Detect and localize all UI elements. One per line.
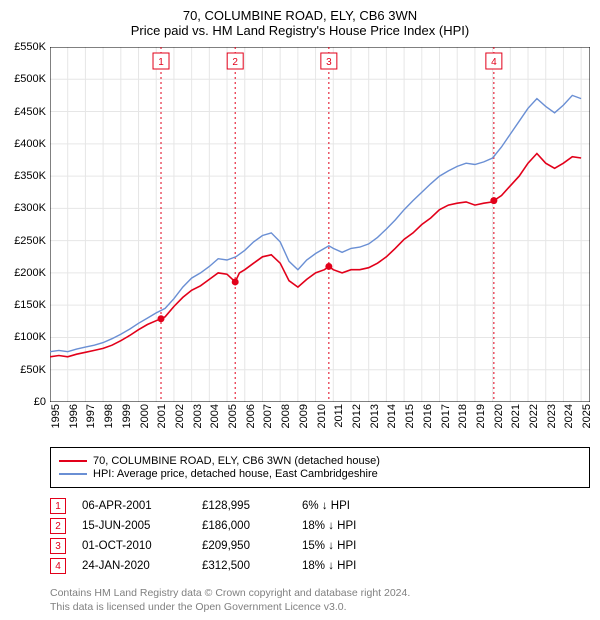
x-tick-label: 2024 [563, 404, 575, 428]
event-marker-box: 1 [50, 498, 66, 514]
svg-text:1: 1 [158, 57, 164, 68]
x-tick-label: 2017 [440, 404, 452, 428]
title-address: 70, COLUMBINE ROAD, ELY, CB6 3WN [0, 8, 600, 23]
x-tick-label: 2005 [227, 404, 239, 428]
x-tick-label: 2021 [510, 404, 522, 428]
title-block: 70, COLUMBINE ROAD, ELY, CB6 3WN Price p… [0, 0, 600, 42]
event-price: £128,995 [202, 500, 302, 512]
legend-swatch [59, 460, 87, 462]
y-tick-label: £500K [0, 73, 46, 85]
x-tick-label: 2004 [209, 404, 221, 428]
y-tick-label: £0 [0, 396, 46, 408]
event-diff: 15% ↓ HPI [302, 540, 412, 552]
x-tick-label: 1996 [68, 404, 80, 428]
event-marker-box: 4 [50, 558, 66, 574]
event-diff: 6% ↓ HPI [302, 500, 412, 512]
legend-row: HPI: Average price, detached house, East… [59, 468, 581, 480]
y-tick-label: £300K [0, 202, 46, 214]
event-price: £209,950 [202, 540, 302, 552]
x-tick-label: 2012 [351, 404, 363, 428]
x-tick-label: 2020 [493, 404, 505, 428]
legend-label: HPI: Average price, detached house, East… [93, 468, 378, 480]
x-tick-label: 2015 [404, 404, 416, 428]
y-tick-label: £550K [0, 41, 46, 53]
x-tick-label: 2008 [280, 404, 292, 428]
x-tick-label: 1997 [85, 404, 97, 428]
event-diff: 18% ↓ HPI [302, 520, 412, 532]
y-axis-labels: £0£50K£100K£150K£200K£250K£300K£350K£400… [0, 47, 46, 402]
event-date: 24-JAN-2020 [82, 560, 202, 572]
x-tick-label: 2007 [262, 404, 274, 428]
x-tick-label: 2010 [316, 404, 328, 428]
svg-text:3: 3 [326, 57, 332, 68]
y-tick-label: £150K [0, 299, 46, 311]
x-tick-label: 2016 [422, 404, 434, 428]
y-tick-label: £200K [0, 267, 46, 279]
x-tick-label: 2009 [298, 404, 310, 428]
y-tick-label: £250K [0, 235, 46, 247]
event-row: 4 24-JAN-2020£312,50018% ↓ HPI [50, 558, 590, 574]
x-tick-label: 1998 [103, 404, 115, 428]
event-date: 15-JUN-2005 [82, 520, 202, 532]
svg-text:4: 4 [491, 57, 497, 68]
event-marker-box: 3 [50, 538, 66, 554]
x-tick-label: 2011 [333, 404, 345, 428]
event-row: 1 06-APR-2001£128,9956% ↓ HPI [50, 498, 590, 514]
title-subtitle: Price paid vs. HM Land Registry's House … [0, 23, 600, 38]
chart-svg: 1 2 3 4 [50, 47, 590, 402]
chart-container: 70, COLUMBINE ROAD, ELY, CB6 3WN Price p… [0, 0, 600, 620]
event-date: 06-APR-2001 [82, 500, 202, 512]
y-tick-label: £100K [0, 331, 46, 343]
x-tick-label: 2019 [475, 404, 487, 428]
event-diff: 18% ↓ HPI [302, 560, 412, 572]
y-tick-label: £450K [0, 106, 46, 118]
chart-area: £0£50K£100K£150K£200K£250K£300K£350K£400… [50, 47, 590, 402]
event-price: £186,000 [202, 520, 302, 532]
x-tick-label: 2013 [369, 404, 381, 428]
x-tick-label: 1995 [50, 404, 62, 428]
x-tick-label: 2022 [528, 404, 540, 428]
x-tick-label: 2000 [139, 404, 151, 428]
x-tick-label: 2003 [192, 404, 204, 428]
footer-line2: This data is licensed under the Open Gov… [50, 600, 590, 614]
y-tick-label: £50K [0, 364, 46, 376]
x-tick-label: 2006 [245, 404, 257, 428]
event-row: 2 15-JUN-2005£186,00018% ↓ HPI [50, 518, 590, 534]
x-tick-label: 2002 [174, 404, 186, 428]
x-tick-label: 1999 [121, 404, 133, 428]
legend-label: 70, COLUMBINE ROAD, ELY, CB6 3WN (detach… [93, 455, 380, 467]
footer: Contains HM Land Registry data © Crown c… [50, 586, 590, 614]
event-price: £312,500 [202, 560, 302, 572]
event-row: 3 01-OCT-2010£209,95015% ↓ HPI [50, 538, 590, 554]
x-axis-labels: 1995 1996 1997 1998 1999 2000 2001 2002 2003 2004… [50, 404, 590, 439]
event-date: 01-OCT-2010 [82, 540, 202, 552]
x-tick-label: 2025 [581, 404, 593, 428]
svg-text:2: 2 [232, 57, 238, 68]
x-tick-label: 2018 [457, 404, 469, 428]
y-tick-label: £350K [0, 170, 46, 182]
y-tick-label: £400K [0, 138, 46, 150]
x-tick-label: 2001 [156, 404, 168, 428]
legend: 70, COLUMBINE ROAD, ELY, CB6 3WN (detach… [50, 447, 590, 488]
footer-line1: Contains HM Land Registry data © Crown c… [50, 586, 590, 600]
legend-swatch [59, 473, 87, 475]
legend-row: 70, COLUMBINE ROAD, ELY, CB6 3WN (detach… [59, 455, 581, 467]
x-tick-label: 2023 [546, 404, 558, 428]
x-tick-label: 2014 [386, 404, 398, 428]
event-marker-box: 2 [50, 518, 66, 534]
events-table: 1 06-APR-2001£128,9956% ↓ HPI 2 15-JUN-2005… [50, 494, 590, 578]
